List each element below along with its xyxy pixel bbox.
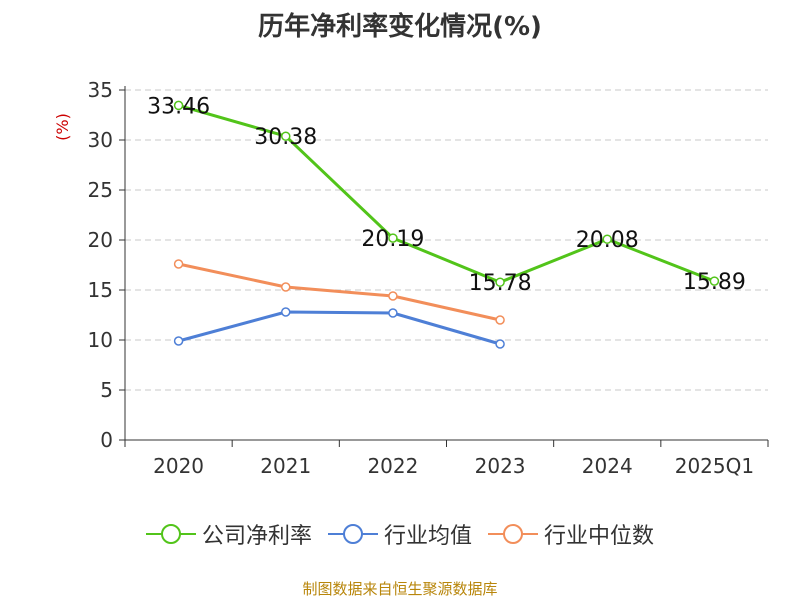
data-label: 33.46 [147, 94, 210, 119]
x-tick-label: 2023 [475, 454, 526, 478]
data-point [281, 307, 291, 317]
data-point [281, 131, 291, 141]
data-point [173, 100, 184, 111]
y-tick-label: 5 [100, 378, 113, 402]
data-point [602, 234, 612, 244]
data-point [495, 339, 505, 349]
legend-item[interactable]: 行业中位数 [488, 518, 654, 550]
data-label: 30.38 [254, 125, 317, 150]
data-point [388, 291, 398, 301]
data-point [495, 315, 505, 325]
legend-marker-icon [488, 524, 538, 544]
legend: 公司净利率 行业均值 行业中位数 [0, 518, 800, 550]
y-tick-label: 30 [88, 128, 113, 152]
data-label: 15.78 [469, 271, 532, 296]
legend-label: 行业均值 [383, 524, 472, 549]
series-line [178, 103, 715, 284]
y-axis-label: (%) [53, 113, 72, 141]
y-tick-label: 0 [100, 428, 113, 452]
series-line [178, 310, 501, 346]
series-line [178, 262, 501, 322]
y-tick-label: 20 [88, 228, 113, 252]
legend-marker-icon [327, 524, 378, 544]
data-point [709, 276, 720, 286]
x-tick-label: 2020 [153, 454, 204, 478]
data-label: 20.19 [361, 227, 424, 252]
y-tick-label: 10 [88, 328, 113, 352]
data-point [173, 336, 184, 346]
x-tick-label: 2022 [367, 454, 418, 478]
legend-item[interactable]: 公司净利率 [145, 518, 312, 550]
legend-item[interactable]: 行业均值 [327, 518, 472, 550]
legend-marker-icon [145, 524, 196, 544]
x-tick-label: 2024 [582, 454, 633, 478]
data-point [388, 308, 398, 318]
x-tick-label: 2021 [260, 454, 311, 478]
data-point [388, 233, 398, 243]
data-label: 15.89 [683, 270, 746, 295]
y-tick-label: 35 [88, 78, 113, 102]
y-tick-label: 25 [88, 178, 113, 202]
x-tick-label: 2025Q1 [675, 454, 754, 478]
legend-label: 行业中位数 [544, 524, 655, 549]
data-point [495, 277, 505, 287]
source-note: 制图数据来自恒生聚源数据库 [302, 580, 498, 598]
y-tick-label: 15 [88, 278, 113, 302]
data-point [173, 259, 184, 269]
legend-label: 公司净利率 [201, 524, 312, 549]
chart-title: 历年净利率变化情况(%) [258, 12, 542, 42]
data-point [281, 282, 291, 292]
data-label: 20.08 [576, 228, 639, 253]
